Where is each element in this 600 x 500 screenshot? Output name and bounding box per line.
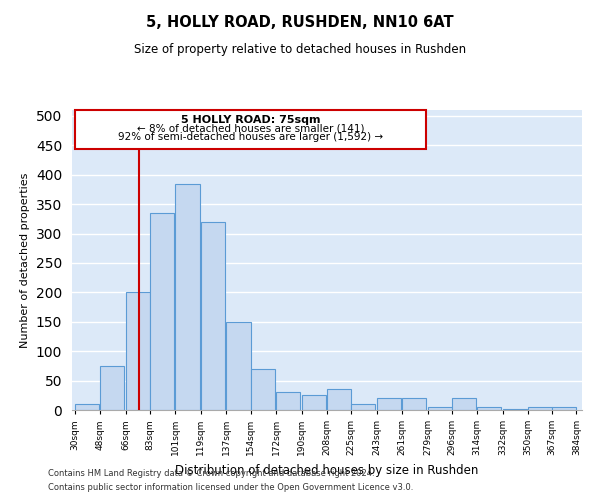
Y-axis label: Number of detached properties: Number of detached properties (20, 172, 31, 348)
Bar (351, 404, 375, 410)
Bar (126, 292, 150, 410)
Bar (100, 366, 124, 410)
Bar (251, 369, 275, 410)
Bar (552, 407, 577, 410)
Text: Contains HM Land Registry data © Crown copyright and database right 2024.: Contains HM Land Registry data © Crown c… (48, 468, 374, 477)
Bar (150, 213, 174, 410)
Bar (327, 390, 351, 410)
Bar (477, 407, 501, 410)
Bar (226, 322, 251, 410)
Bar (175, 184, 200, 410)
Bar (503, 409, 527, 410)
Bar (302, 396, 326, 410)
Bar (201, 222, 225, 410)
Bar (428, 407, 452, 410)
Bar (528, 407, 552, 410)
Text: 5 HOLLY ROAD: 75sqm: 5 HOLLY ROAD: 75sqm (181, 116, 320, 126)
Text: 5, HOLLY ROAD, RUSHDEN, NN10 6AT: 5, HOLLY ROAD, RUSHDEN, NN10 6AT (146, 15, 454, 30)
Bar (452, 398, 476, 410)
Bar (402, 398, 426, 410)
Bar (377, 398, 401, 410)
Text: Contains public sector information licensed under the Open Government Licence v3: Contains public sector information licen… (48, 484, 413, 492)
Text: Size of property relative to detached houses in Rushden: Size of property relative to detached ho… (134, 42, 466, 56)
Bar (75, 110, 426, 150)
Text: 92% of semi-detached houses are larger (1,592) →: 92% of semi-detached houses are larger (… (118, 132, 383, 142)
Text: ← 8% of detached houses are smaller (141): ← 8% of detached houses are smaller (141… (137, 124, 364, 134)
Bar (276, 392, 300, 410)
X-axis label: Distribution of detached houses by size in Rushden: Distribution of detached houses by size … (175, 464, 479, 476)
Bar (75, 404, 99, 410)
